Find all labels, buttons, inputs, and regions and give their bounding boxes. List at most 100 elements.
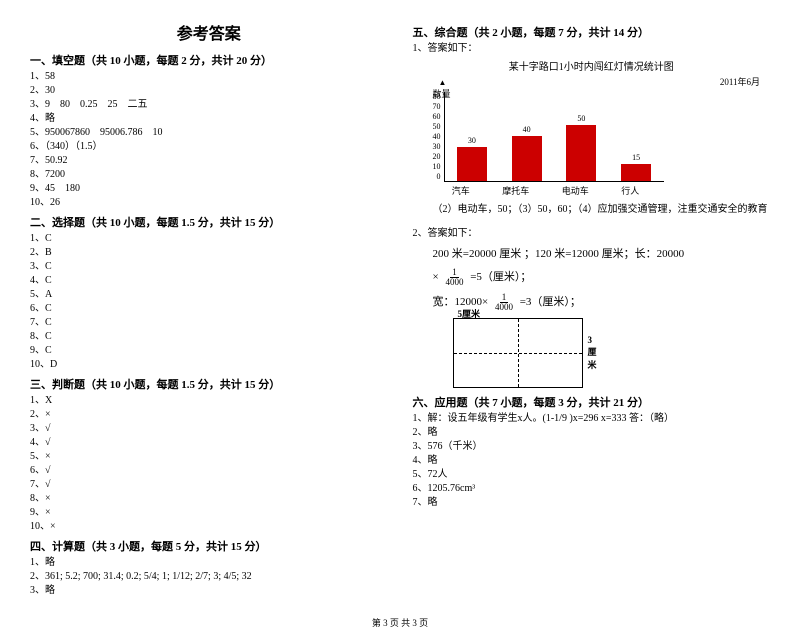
list-item: 2、B: [30, 246, 388, 260]
bar-group: 50: [561, 125, 601, 181]
ytick: 50: [433, 122, 441, 132]
list-item: 2、361; 5.2; 700; 31.4; 0.2; 5/4; 1; 1/12…: [30, 570, 388, 584]
text: =5（厘米）；: [470, 271, 531, 283]
list-item: 10、26: [30, 196, 388, 210]
list-item: 1、略: [30, 556, 388, 570]
bar: [621, 164, 651, 181]
denominator: 4000: [443, 278, 465, 287]
ytick: 10: [433, 162, 441, 172]
answer-intro: 1、答案如下：: [413, 42, 771, 56]
section-2-list: 1、C 2、B 3、C 4、C 5、A 6、C 7、C 8、C 9、C 10、D: [30, 232, 388, 372]
text: ×: [433, 271, 439, 283]
section-4-heading: 四、计算题（共 3 小题，每题 5 分，共计 15 分）: [30, 538, 388, 554]
list-item: 9、45 180: [30, 182, 388, 196]
calc-line: 宽：12000× 14000 =3（厘米）；: [433, 293, 771, 312]
y-axis: 80 70 60 50 40 30 20 10 0: [433, 92, 444, 182]
x-label: 摩托车: [502, 184, 529, 197]
ytick: 30: [433, 142, 441, 152]
list-item: 6、√: [30, 464, 388, 478]
x-label: 行人: [621, 184, 639, 197]
list-item: 4、C: [30, 274, 388, 288]
plot-area: 数量 30 40 50 15: [444, 92, 664, 182]
list-item: 6、1205.76cm³: [413, 482, 771, 496]
list-item: 3、C: [30, 260, 388, 274]
list-item: 6、C: [30, 302, 388, 316]
list-item: 2、×: [30, 408, 388, 422]
list-item: 7、C: [30, 316, 388, 330]
list-item: 3、√: [30, 422, 388, 436]
list-item: 5、950067860 95006.786 10: [30, 126, 388, 140]
list-item: 7、√: [30, 478, 388, 492]
list-item: 4、略: [413, 454, 771, 468]
rectangle-figure: 5厘米 3厘米: [453, 318, 583, 388]
bar-value: 40: [523, 125, 531, 134]
list-item: 1、C: [30, 232, 388, 246]
list-item: 10、×: [30, 520, 388, 534]
left-column: 参考答案 一、填空题（共 10 小题，每题 2 分，共计 20 分） 1、58 …: [30, 20, 388, 598]
ytick: 70: [433, 102, 441, 112]
right-column: 五、综合题（共 2 小题，每题 7 分，共计 14 分） 1、答案如下： 某十字…: [413, 20, 771, 598]
x-axis-labels: 汽车 摩托车 电动车 行人: [436, 184, 656, 197]
list-item: 1、X: [30, 394, 388, 408]
ytick: 20: [433, 152, 441, 162]
list-item: 10、D: [30, 358, 388, 372]
section-1-heading: 一、填空题（共 10 小题，每题 2 分，共计 20 分）: [30, 52, 388, 68]
text: =3（厘米）；: [520, 296, 581, 308]
calc-line: × 14000 =5（厘米）；: [433, 268, 771, 287]
bar-value: 15: [632, 153, 640, 162]
fraction: 14000: [443, 268, 465, 287]
bar-group: 30: [452, 147, 492, 181]
list-item: 1、解：设五年级有学生x人。(1-1/9 )x=296 x=333 答：（略）: [413, 412, 771, 426]
bar: [512, 136, 542, 181]
list-item: 9、C: [30, 344, 388, 358]
list-item: 3、576（千米）: [413, 440, 771, 454]
x-label: 汽车: [452, 184, 470, 197]
section-3-list: 1、X 2、× 3、√ 4、√ 5、× 6、√ 7、√ 8、× 9、× 10、×: [30, 394, 388, 534]
list-item: 2、略: [413, 426, 771, 440]
y-axis-title: 数量: [433, 78, 451, 100]
page-footer: 第 3 页 共 3 页: [30, 616, 770, 629]
rect-right-label: 3厘米: [588, 335, 600, 371]
list-item: 8、×: [30, 492, 388, 506]
list-item: 9、×: [30, 506, 388, 520]
chart-note: （2）电动车，50；（3）50，60；（4）应加强交通管理，注重交通安全的教育: [433, 203, 771, 217]
list-item: 3、略: [30, 584, 388, 598]
list-item: 2、30: [30, 84, 388, 98]
bar: [566, 125, 596, 181]
answer-2-intro: 2、答案如下：: [413, 227, 771, 241]
ytick: 40: [433, 132, 441, 142]
rect-top-label: 5厘米: [458, 307, 481, 320]
list-item: 7、50.92: [30, 154, 388, 168]
ytick: 60: [433, 112, 441, 122]
denominator: 4000: [493, 303, 515, 312]
dashed-vline: [518, 319, 519, 387]
fraction: 14000: [493, 293, 515, 312]
page: 参考答案 一、填空题（共 10 小题，每题 2 分，共计 20 分） 1、58 …: [30, 20, 770, 598]
list-item: 5、×: [30, 450, 388, 464]
section-6-heading: 六、应用题（共 7 小题，每题 3 分，共计 21 分）: [413, 394, 771, 410]
chart-title: 某十字路口1小时内闯红灯情况统计图: [413, 58, 771, 73]
section-3-heading: 三、判断题（共 10 小题，每题 1.5 分，共计 15 分）: [30, 376, 388, 392]
bar-group: 40: [507, 136, 547, 181]
bar-group: 15: [616, 164, 656, 181]
ytick: 0: [433, 172, 441, 182]
list-item: 7、略: [413, 496, 771, 510]
section-2-heading: 二、选择题（共 10 小题，每题 1.5 分，共计 15 分）: [30, 214, 388, 230]
bar: [457, 147, 487, 181]
x-label: 电动车: [562, 184, 589, 197]
section-4-list: 1、略 2、361; 5.2; 700; 31.4; 0.2; 5/4; 1; …: [30, 556, 388, 598]
calc-line: 200 米=20000 厘米 ；120 米=12000 厘米；长：20000: [433, 247, 771, 262]
list-item: 1、58: [30, 70, 388, 84]
list-item: 8、7200: [30, 168, 388, 182]
bar-value: 50: [577, 114, 585, 123]
list-item: 5、72人: [413, 468, 771, 482]
list-item: 4、略: [30, 112, 388, 126]
section-1-list: 1、58 2、30 3、9 80 0.25 25 二五 4、略 5、950067…: [30, 70, 388, 210]
section-5-heading: 五、综合题（共 2 小题，每题 7 分，共计 14 分）: [413, 24, 771, 40]
list-item: 4、√: [30, 436, 388, 450]
section-6-list: 1、解：设五年级有学生x人。(1-1/9 )x=296 x=333 答：（略） …: [413, 412, 771, 510]
chart-date: 2011年6月: [413, 75, 761, 88]
list-item: 6、（340）（1.5）: [30, 140, 388, 154]
list-item: 8、C: [30, 330, 388, 344]
list-item: 5、A: [30, 288, 388, 302]
